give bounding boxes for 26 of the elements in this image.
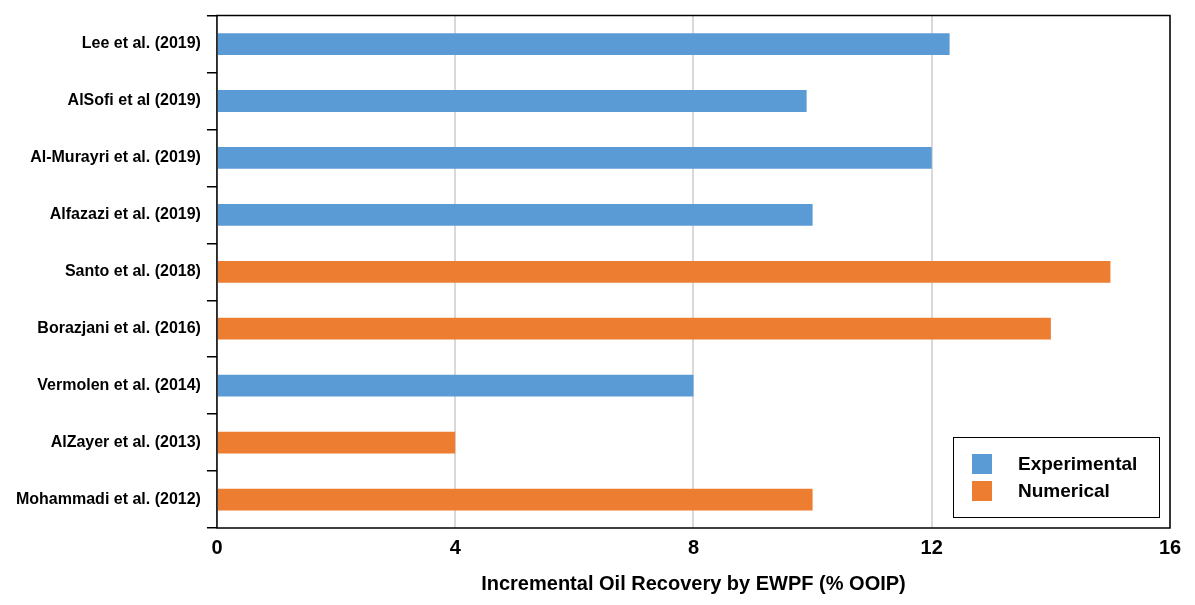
bar <box>217 431 456 454</box>
legend-label: Numerical <box>1018 480 1110 502</box>
x-tick-label: 8 <box>687 535 700 558</box>
x-tick-label: 0 <box>211 535 223 558</box>
bar <box>217 317 1051 340</box>
bar <box>217 260 1111 283</box>
x-tick-label: 4 <box>449 535 462 558</box>
bar <box>217 147 932 169</box>
x-tick-label: 12 <box>920 535 943 558</box>
y-tick-label: Alfazazi et al. (2019) <box>49 205 201 223</box>
y-tick-label: Mohammadi et al. (2012) <box>15 489 201 507</box>
bar <box>217 33 950 55</box>
y-tick-label: Al-Murayri et al. (2019) <box>30 148 201 166</box>
y-tick-label: AlSofi et al (2019) <box>67 91 201 109</box>
y-tick-label: Borazjani et al. (2016) <box>37 319 201 337</box>
bar <box>217 90 807 112</box>
legend-label: Experimental <box>1018 453 1138 475</box>
bar <box>217 374 694 397</box>
y-tick-label: AlZayer et al. (2013) <box>50 433 201 451</box>
y-tick-label: Vermolen et al. (2014) <box>37 376 201 394</box>
x-axis-title: Incremental Oil Recovery by EWPF (% OOIP) <box>481 571 906 594</box>
y-tick-label: Santo et al. (2018) <box>64 262 201 280</box>
bar <box>217 203 813 226</box>
bar <box>217 488 813 511</box>
y-tick-label: Lee et al. (2019) <box>81 34 201 52</box>
x-tick-label: 16 <box>1158 535 1182 558</box>
